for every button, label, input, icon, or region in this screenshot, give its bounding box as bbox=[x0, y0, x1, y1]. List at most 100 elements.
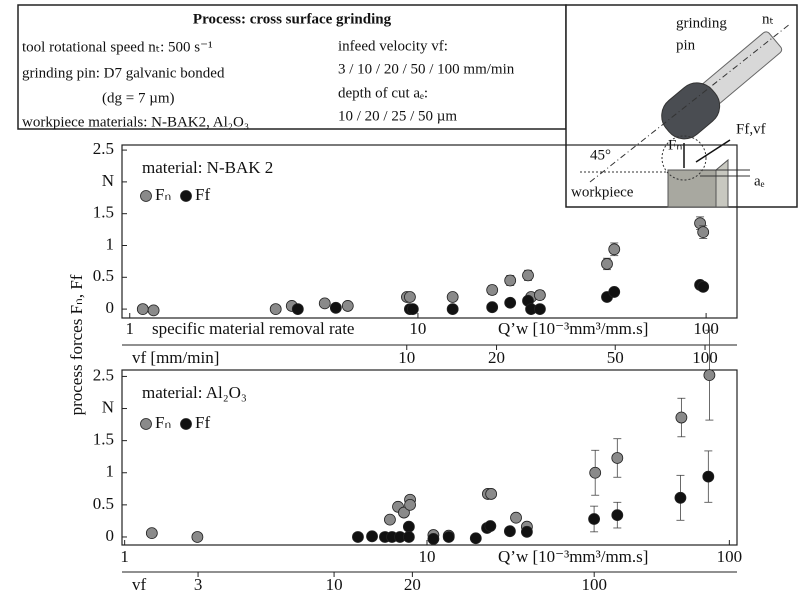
speed-label: nₜ bbox=[762, 11, 774, 27]
point bbox=[486, 284, 499, 296]
process-line: grinding pin: D7 galvanic bonded bbox=[22, 65, 225, 81]
plot-frame bbox=[121, 144, 738, 319]
point bbox=[402, 520, 415, 533]
point bbox=[145, 527, 158, 540]
point bbox=[469, 532, 482, 545]
point bbox=[191, 531, 204, 543]
point bbox=[674, 491, 687, 504]
y-tick-label: 1 bbox=[106, 234, 115, 253]
point bbox=[697, 280, 710, 293]
depth-label: aₑ bbox=[754, 173, 765, 189]
point bbox=[697, 226, 710, 239]
point bbox=[533, 303, 546, 315]
diagram: grinding pin nₜ 45° Fₙ Ff,vf aₑ workpiec… bbox=[565, 4, 798, 208]
x2-axis-title: vf bbox=[132, 575, 147, 594]
point bbox=[608, 243, 621, 256]
point bbox=[611, 452, 624, 464]
x2-tick-label: 20 bbox=[404, 575, 421, 594]
x2-tick-label: 10 bbox=[326, 575, 343, 594]
workpiece-side bbox=[715, 158, 729, 208]
legend-label: Fₙ bbox=[155, 413, 171, 432]
point bbox=[318, 297, 331, 310]
point bbox=[484, 520, 497, 532]
pin-label: pin bbox=[676, 37, 696, 53]
x2-tick-label: 100 bbox=[581, 575, 607, 594]
process-line: (dg = 7 µm) bbox=[102, 90, 175, 106]
angle-label: 45° bbox=[590, 147, 611, 163]
point bbox=[589, 466, 602, 479]
point bbox=[611, 509, 624, 522]
x2-tick-label: 50 bbox=[607, 348, 624, 367]
point bbox=[404, 498, 416, 511]
point bbox=[404, 291, 416, 303]
point bbox=[446, 303, 459, 315]
point bbox=[291, 303, 304, 315]
point bbox=[136, 303, 149, 315]
y-tick-label: 1.5 bbox=[93, 203, 114, 222]
point bbox=[675, 411, 688, 424]
point bbox=[384, 513, 396, 526]
point bbox=[427, 532, 440, 545]
x-axis-title: Q’w [10⁻³mm³/mm.s] bbox=[498, 547, 648, 566]
x-axis-title: Q’w [10⁻³mm³/mm.s] bbox=[498, 319, 648, 338]
point bbox=[588, 513, 600, 525]
process-line: depth of cut aₑ: bbox=[338, 85, 428, 101]
point bbox=[442, 531, 455, 543]
point bbox=[702, 470, 715, 483]
process-line: workpiece materials: N-BAK2, Al₂O₃ bbox=[22, 114, 249, 130]
legend-marker bbox=[140, 190, 152, 202]
legend-label: Fₙ bbox=[155, 185, 171, 204]
point bbox=[402, 531, 415, 543]
point bbox=[533, 289, 546, 302]
process-line: tool rotational speed nₜ: 500 s⁻¹ bbox=[22, 39, 213, 55]
pin-label: grinding bbox=[676, 15, 727, 31]
y-tick-label: 2.5 bbox=[93, 365, 114, 384]
process-line: 10 / 20 / 25 / 50 µm bbox=[338, 108, 457, 124]
pin-axis bbox=[589, 23, 791, 183]
x2-tick-label: 100 bbox=[692, 348, 718, 367]
feed-force-label: Ff,vf bbox=[736, 121, 766, 137]
point bbox=[486, 301, 499, 314]
y-tick-label: 0 bbox=[106, 298, 115, 317]
x-tick-label: 1 bbox=[125, 319, 134, 338]
workpiece-label: workpiece bbox=[571, 184, 634, 200]
legend-label: Ff bbox=[195, 413, 210, 432]
y-tick-label: N bbox=[102, 171, 114, 190]
x-tick-label: 100 bbox=[717, 547, 743, 566]
x-axis-note: specific material removal rate bbox=[152, 319, 354, 338]
point bbox=[503, 525, 516, 538]
point bbox=[406, 303, 419, 315]
y-tick-label: 0 bbox=[106, 526, 115, 545]
process-line: 3 / 10 / 20 / 50 / 100 mm/min bbox=[338, 61, 515, 77]
contact-zone bbox=[661, 135, 707, 181]
pin bbox=[661, 31, 783, 140]
point bbox=[504, 274, 517, 287]
pin-head bbox=[661, 82, 721, 140]
process-frame bbox=[17, 4, 567, 130]
point bbox=[608, 286, 621, 298]
legend-marker bbox=[180, 190, 192, 202]
x-tick-label: 100 bbox=[693, 319, 719, 338]
x2-tick-label: 20 bbox=[488, 348, 505, 367]
point bbox=[601, 258, 613, 270]
point bbox=[504, 296, 517, 309]
x2-axis-title: vf [mm/min] bbox=[132, 348, 219, 367]
process-line: infeed velocity vf: bbox=[338, 38, 448, 54]
point bbox=[147, 304, 160, 317]
point bbox=[521, 525, 533, 538]
process-title: Process: cross surface grinding bbox=[193, 11, 392, 27]
x2-tick-label: 10 bbox=[398, 348, 415, 367]
point bbox=[269, 303, 282, 315]
x-tick-label: 10 bbox=[419, 547, 436, 566]
y-tick-label: 1.5 bbox=[93, 430, 114, 449]
y-tick-label: 1 bbox=[106, 462, 115, 481]
legend-marker bbox=[180, 418, 192, 430]
y-tick-label: 0.5 bbox=[93, 266, 114, 285]
point bbox=[703, 369, 716, 382]
point bbox=[522, 269, 534, 282]
y-axis-title: process forces Fₙ, Ff bbox=[67, 274, 86, 415]
point bbox=[510, 511, 522, 524]
chart-label: material: N-BAK 2 bbox=[142, 158, 273, 177]
